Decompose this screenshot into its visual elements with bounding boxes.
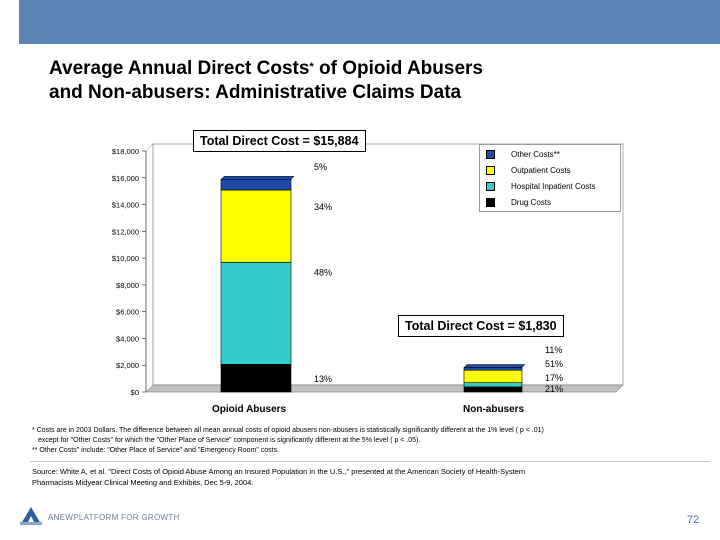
- legend-swatch-other: [486, 150, 495, 159]
- data-label-abusers-hospital: 48%: [314, 268, 332, 278]
- abusers-total-callout: Total Direct Cost = $15,884: [193, 130, 366, 152]
- data-label-nonabusers-other: 11%: [545, 345, 562, 355]
- legend-item-drug: Drug Costs: [486, 198, 551, 207]
- data-label-nonabusers-hospital: 17%: [545, 373, 563, 383]
- y-tick-label: $8,000: [116, 281, 139, 290]
- bar-top-face: [220, 176, 295, 180]
- nonabusers-total-callout: Total Direct Cost = $1,830: [398, 315, 564, 337]
- legend-item-hospital: Hospital Inpatient Costs: [486, 182, 596, 191]
- page-number: 72: [687, 514, 700, 526]
- source-line1: Source: White A, et al. "Direct Costs of…: [32, 467, 526, 476]
- title-superscript: *: [309, 61, 314, 73]
- bar-segment-drug: [220, 364, 292, 393]
- title-line1: Average Annual Direct Costs: [49, 58, 310, 79]
- bar-top-face: [463, 364, 526, 368]
- legend-swatch-hospital: [486, 182, 495, 191]
- y-tick-label: $16,000: [112, 174, 139, 183]
- legend-swatch-drug: [486, 198, 495, 207]
- title-line2: and Non-abusers: Administrative Claims D…: [49, 82, 462, 103]
- legend-swatch-outpatient: [486, 166, 495, 175]
- footnote-line2: except for "Other Costs" for which the "…: [38, 437, 421, 444]
- legend-item-other: Other Costs**: [486, 150, 560, 159]
- legend-label-outpatient: Outpatient Costs: [511, 166, 571, 175]
- chart-legend: Other Costs** Outpatient Costs Hospital …: [479, 144, 621, 212]
- logo-mark-icon: [20, 507, 42, 525]
- x-category-label: Opioid Abusers: [212, 404, 287, 415]
- title-line1-end: of Opioid Abusers: [313, 58, 483, 79]
- bar-segment-outpatient: [220, 189, 292, 263]
- bar-segment-hospital: [220, 261, 292, 365]
- data-label-nonabusers-drug: 21%: [545, 384, 563, 394]
- legend-label-drug: Drug Costs: [511, 198, 552, 207]
- source-citation: Source: White A, et al. "Direct Costs of…: [32, 466, 525, 488]
- y-tick-label: $10,000: [112, 254, 139, 263]
- legend-label-hospital: Hospital Inpatient Costs: [511, 182, 596, 191]
- y-tick-label: $6,000: [116, 308, 139, 317]
- source-line2: Pharmacists Midyear Clinical Meeting and…: [32, 478, 254, 487]
- y-tick-label: $18,000: [112, 147, 139, 156]
- y-tick-label: $2,000: [116, 361, 139, 370]
- slide-title: Average Annual Direct Costs* of Opioid A…: [49, 57, 483, 105]
- y-tick-label: $14,000: [112, 201, 139, 210]
- data-label-abusers-other: 5%: [314, 162, 327, 172]
- header-band: [19, 0, 720, 44]
- legend-label-other: Other Costs**: [511, 150, 560, 159]
- divider-line: [30, 461, 710, 462]
- footnotes: * Costs are in 2003 Dollars. The differe…: [32, 426, 544, 456]
- data-label-abusers-outpatient: 34%: [314, 202, 332, 212]
- bar-segment-outpatient: [463, 369, 523, 383]
- y-tick-label: $12,000: [112, 227, 139, 236]
- bar-segment-other: [220, 179, 292, 191]
- bar-segment-hospital: [463, 382, 523, 388]
- y-tick-label: $0: [131, 388, 139, 397]
- bar-segment-other: [463, 367, 523, 371]
- plot-side-wall: [145, 143, 154, 393]
- company-logo: ANEWPLATFORM FOR GROWTH: [18, 504, 180, 530]
- y-tick-label: $4,000: [116, 334, 139, 343]
- x-category-label: Non-abusers: [463, 404, 525, 415]
- footnote-line1: * Costs are in 2003 Dollars. The differe…: [32, 427, 544, 434]
- bar-segment-drug: [463, 386, 523, 393]
- legend-item-outpatient: Outpatient Costs: [486, 166, 571, 175]
- footnote-line3: ** Other Costs" include: "Other Place of…: [32, 447, 280, 454]
- data-label-abusers-drug: 13%: [314, 374, 332, 384]
- data-label-nonabusers-outpatient: 51%: [545, 359, 563, 369]
- logo-text: ANEWPLATFORM FOR GROWTH: [48, 512, 180, 522]
